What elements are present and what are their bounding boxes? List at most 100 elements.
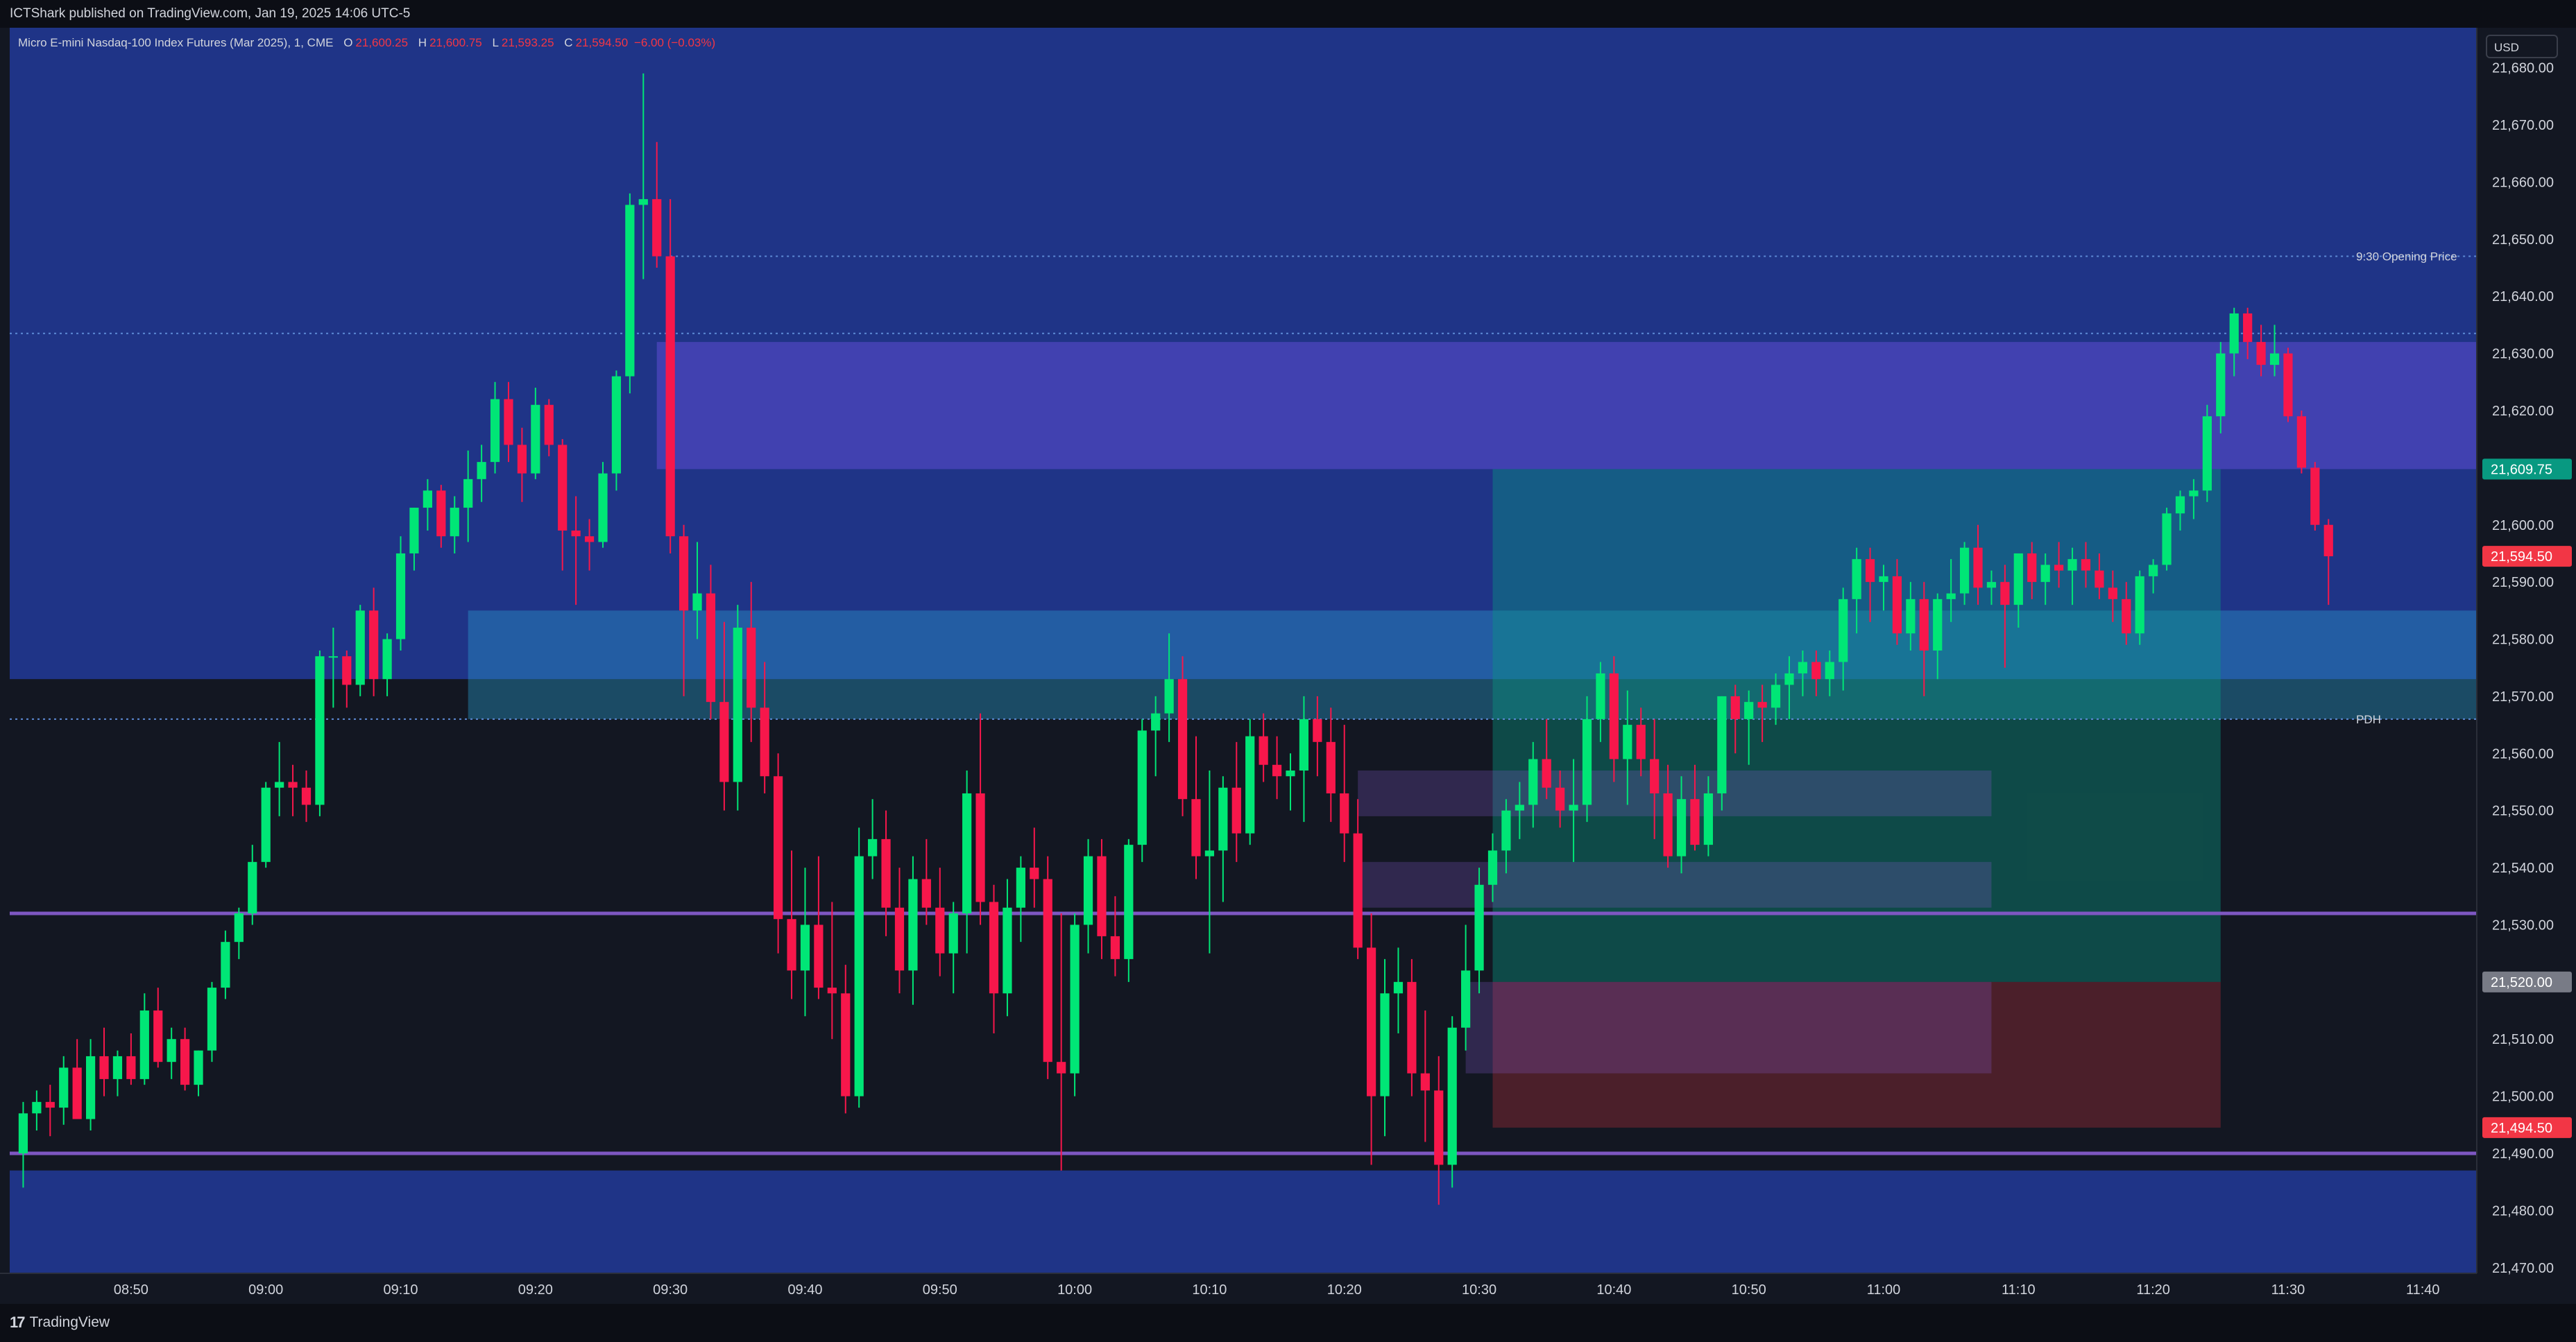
bear-candle <box>1326 741 1336 793</box>
bear-candle <box>1353 833 1363 948</box>
bear-candle <box>773 776 783 920</box>
bear-candle <box>1865 559 1875 583</box>
bear-candle <box>679 536 689 611</box>
time-tick-label: 11:40 <box>2406 1282 2440 1298</box>
bear-candle <box>1650 759 1660 793</box>
bull-candle <box>315 656 325 805</box>
price-tick-label: 21,570.00 <box>2492 689 2554 705</box>
bear-candle <box>814 924 824 988</box>
bull-candle <box>1151 713 1161 731</box>
price-axis-background <box>2477 28 2576 1273</box>
bull-candle <box>531 404 540 474</box>
bear-candle <box>1057 1062 1066 1074</box>
price-label-text: 21,609.75 <box>2491 462 2552 477</box>
bear-candle <box>1690 799 1700 845</box>
bull-candle <box>1528 759 1538 805</box>
price-axis: 21,470.00 21,480.00 21,490.00 21,500.00 21,5… <box>2476 28 2576 1276</box>
bear-candle <box>436 490 446 537</box>
bull-candle <box>1879 576 1888 583</box>
bear-candle <box>827 988 837 994</box>
bull-candle <box>1380 993 1390 1096</box>
bear-candle <box>504 399 513 445</box>
time-tick-label: 11:30 <box>2271 1282 2305 1298</box>
bull-candle <box>194 1050 203 1085</box>
price-label-text: 21,494.50 <box>2491 1121 2552 1136</box>
time-tick-label: 09:50 <box>923 1282 957 1298</box>
bear-candle <box>1542 759 1551 788</box>
symbol-name: Micro E-mini Nasdaq-100 Index Futures (M… <box>18 36 334 49</box>
time-tick-label: 10:30 <box>1462 1282 1496 1298</box>
bull-candle <box>1393 981 1404 994</box>
bull-candle <box>2013 553 2023 605</box>
open-label: O <box>343 36 353 49</box>
bear-candle <box>153 1010 163 1063</box>
bull-candle <box>598 473 608 542</box>
bull-candle <box>167 1039 176 1063</box>
bull-candle <box>1461 970 1471 1028</box>
bull-candle <box>2162 513 2172 565</box>
bull-candle <box>1124 845 1134 959</box>
price-label-badge <box>2482 971 2572 992</box>
bull-candle <box>395 553 406 639</box>
low-value: 21,593.25 <box>501 36 554 49</box>
bear-candle <box>1231 787 1241 834</box>
bear-candle <box>1259 736 1268 765</box>
bull-candle <box>1447 1027 1457 1165</box>
price-label-text: 21,594.50 <box>2491 549 2552 565</box>
bull-candle <box>463 479 473 508</box>
price-tick-label: 21,480.00 <box>2492 1203 2554 1219</box>
price-tick-label: 21,530.00 <box>2492 918 2554 933</box>
bear-candle <box>558 445 568 531</box>
bull-candle <box>1299 719 1309 771</box>
bear-candle <box>1030 868 1039 879</box>
tradingview-logo-icon: 17 <box>10 1314 26 1331</box>
bull-candle <box>948 913 958 954</box>
price-tick-label: 21,600.00 <box>2492 518 2554 533</box>
bear-candle <box>517 445 527 474</box>
tradingview-brand[interactable]: 17 TradingView <box>10 1314 110 1332</box>
bear-candle <box>1366 947 1376 1096</box>
level-layer: 9:30 Opening Price PDH <box>10 250 2477 1155</box>
bull-candle <box>1474 884 1484 971</box>
bull-candle <box>207 988 217 1051</box>
bull-candle <box>261 787 271 862</box>
level-label: 9:30 Opening Price <box>2356 250 2457 264</box>
bull-candle <box>477 462 486 479</box>
price-tick-label: 21,540.00 <box>2492 861 2554 876</box>
bull-candle <box>2189 490 2199 497</box>
bear-candle <box>1973 547 1983 588</box>
bear-candle <box>1097 856 1107 936</box>
price-tick-label: 21,680.00 <box>2492 61 2554 76</box>
bear-candle <box>2310 467 2320 525</box>
bull-candle <box>1501 810 1511 851</box>
bull-candle <box>1003 907 1012 994</box>
bear-candle <box>1177 679 1188 800</box>
bear-candle <box>1434 1090 1444 1165</box>
bear-candle <box>1191 799 1201 857</box>
bull-candle <box>2229 313 2239 354</box>
bear-candle <box>1636 725 1646 759</box>
bull-candle <box>382 639 392 680</box>
bull-candle <box>2149 565 2158 576</box>
bull-candle <box>1582 719 1592 805</box>
bear-candle <box>1663 793 1673 857</box>
bear-candle <box>2027 553 2037 583</box>
bear-candle <box>989 902 999 994</box>
publisher-bar: ICTShark published on TradingView.com, J… <box>0 0 2576 28</box>
currency-button[interactable]: USD <box>2486 35 2558 58</box>
bull-candle <box>625 205 635 377</box>
bull-candle <box>962 793 972 913</box>
time-axis-background <box>0 1273 2477 1304</box>
time-tick-label: 10:00 <box>1057 1282 1092 1298</box>
change-value: −6.00 (−0.03%) <box>633 36 716 49</box>
bull-candle <box>1487 850 1498 885</box>
low-label: L <box>492 36 499 49</box>
time-axis: 08:50 09:00 09:10 09:20 09:30 09:40 09:50 10:00… <box>0 1273 2477 1304</box>
bear-candle <box>935 907 945 954</box>
bull-candle <box>59 1067 69 1108</box>
bear-candle <box>787 919 796 971</box>
bull-candle <box>2269 353 2280 365</box>
bull-candle <box>1676 799 1687 857</box>
bear-candle <box>2095 570 2104 588</box>
